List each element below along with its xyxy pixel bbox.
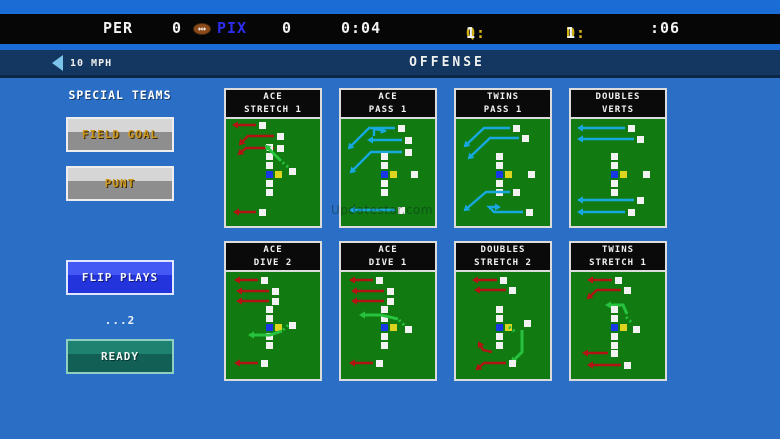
left-arrow-icon [52,55,63,71]
play-name: ACE PASS 1 [341,90,435,119]
mid-blue-strip [0,44,780,50]
play-name: DOUBLES STRETCH 2 [456,243,550,272]
special-teams-heading: SPECIAL TEAMS [68,88,172,102]
scoreboard: PER 0 PIX 0 0:04 Q: 1 D: 1 :06 [0,14,780,44]
home-score: 0 [172,19,183,37]
play-diagram [349,276,412,367]
play-name: TWINS PASS 1 [456,90,550,119]
play-card-ace-stretch-1[interactable]: ACE STRETCH 1 [224,88,322,228]
play-diagram [472,276,531,371]
play-diagram [463,125,535,216]
nav-bar: 10 MPH OFFENSE [0,50,780,78]
punt-button[interactable]: PUNT [66,166,174,201]
play-name: ACE DIVE 2 [226,243,320,272]
play-name: ACE DIVE 1 [341,243,435,272]
play-name: ACE STRETCH 1 [226,90,320,119]
ready-button[interactable]: READY [66,339,174,374]
play-card-doubles-stretch-2[interactable]: DOUBLES STRETCH 2 [454,241,552,381]
play-card-ace-dive-1[interactable]: ACE DIVE 1 [339,241,437,381]
play-name: TWINS STRETCH 1 [571,243,665,272]
field-goal-button[interactable]: FIELD GOAL [66,117,174,152]
play-diagram [577,124,650,216]
play-card-ace-pass-1[interactable]: ACE PASS 1 [339,88,437,228]
home-team-name: PER [103,19,134,37]
play-name: DOUBLES VERTS [571,90,665,119]
away-team-name: PIX [217,19,248,37]
back-button-label: 10 MPH [70,57,113,69]
football-icon [193,23,211,35]
page-title: OFFENSE [409,55,485,70]
play-clock: :06 [650,19,681,37]
play-counter: ...2 [104,314,136,327]
play-diagram [347,125,418,214]
game-clock: 0:04 [341,19,382,37]
top-blue-strip [0,0,780,14]
play-diagram [582,276,640,369]
play-card-twins-pass-1[interactable]: TWINS PASS 1 [454,88,552,228]
play-card-ace-dive-2[interactable]: ACE DIVE 2 [224,241,322,381]
back-button[interactable]: 10 MPH [52,55,112,71]
play-card-twins-stretch-1[interactable]: TWINS STRETCH 1 [569,241,667,381]
play-diagram [232,121,296,216]
flip-plays-button[interactable]: FLIP PLAYS [66,260,174,295]
play-card-doubles-verts[interactable]: DOUBLES VERTS [569,88,667,228]
play-diagram [234,276,296,367]
plays-grid: ACE STRETCH 1 ACE PASS 1 TWINS PASS 1 DOUBLES V… [224,88,667,381]
away-score: 0 [282,19,293,37]
